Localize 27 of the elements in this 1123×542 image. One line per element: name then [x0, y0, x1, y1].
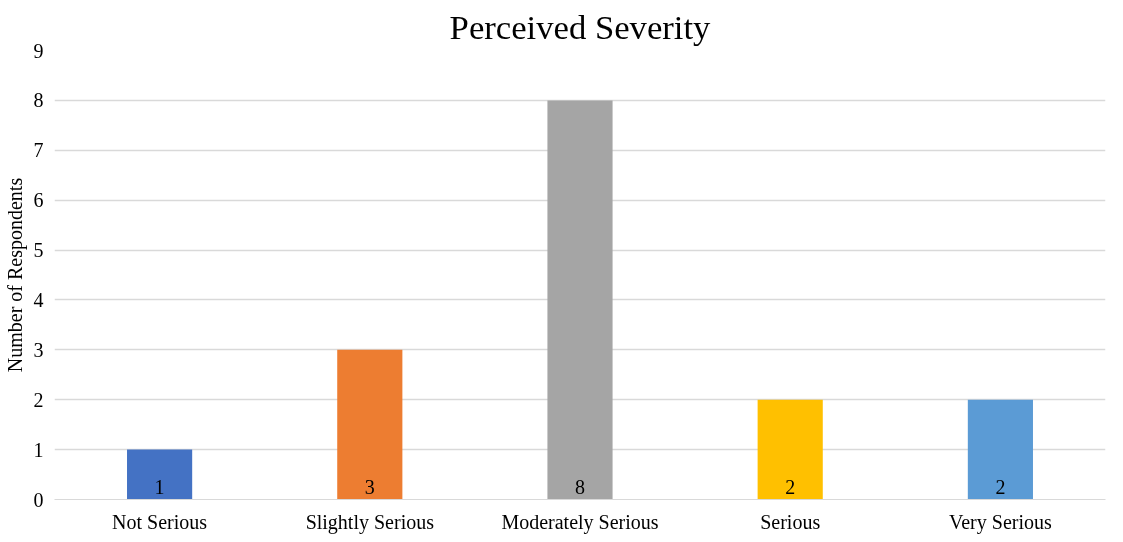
y-tick-label: 4	[33, 288, 44, 311]
y-tick-label: 0	[33, 488, 44, 511]
x-tick-label: Slightly Serious	[305, 510, 435, 534]
y-tick-label: 8	[33, 89, 44, 112]
bar	[547, 100, 613, 500]
data-label: 3	[364, 475, 375, 498]
data-label: 1	[154, 475, 165, 498]
bar	[757, 399, 823, 500]
bar	[127, 449, 193, 500]
y-tick-label: 5	[33, 239, 44, 262]
y-tick-label: 9	[33, 39, 44, 62]
x-tick-label: Moderately Serious	[501, 510, 659, 534]
data-label: 2	[995, 475, 1006, 498]
data-label: 2	[785, 475, 796, 498]
x-tick-label: Not Serious	[112, 510, 208, 533]
y-tick-label: 3	[33, 338, 44, 361]
x-tick-label: Serious	[760, 510, 821, 533]
y-tick-label: 6	[33, 189, 44, 212]
data-label: 8	[575, 475, 585, 498]
y-axis-title: Number of Respondents	[3, 177, 27, 373]
bar	[967, 399, 1033, 500]
x-tick-label: Very Serious	[949, 510, 1052, 534]
y-tick-label: 2	[33, 388, 44, 411]
bar	[337, 349, 403, 500]
chart-title: Perceived Severity	[449, 7, 712, 46]
y-tick-label: 1	[33, 438, 44, 461]
y-tick-label: 7	[33, 139, 44, 162]
